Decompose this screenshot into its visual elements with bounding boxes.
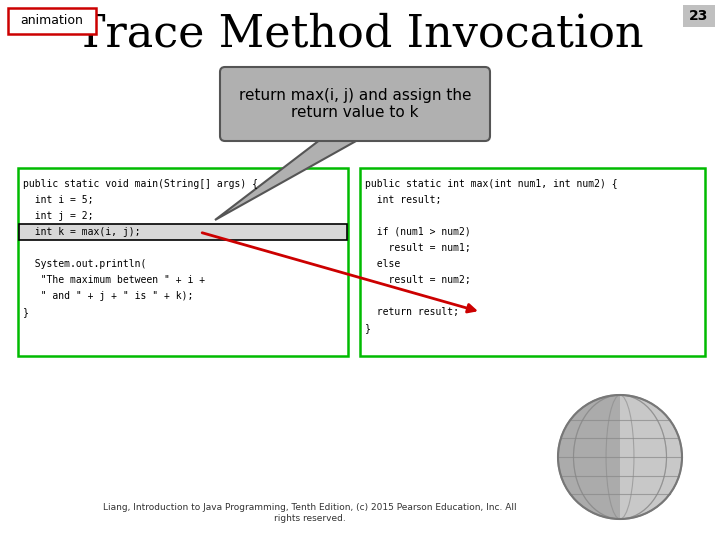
FancyBboxPatch shape (18, 168, 348, 356)
Text: if (num1 > num2): if (num1 > num2) (365, 227, 471, 237)
Text: int i = 5;: int i = 5; (23, 195, 94, 205)
Text: return max(i, j) and assign the
return value to k: return max(i, j) and assign the return v… (239, 88, 472, 120)
Text: Trace Method Invocation: Trace Method Invocation (76, 12, 644, 55)
Text: public static void main(String[] args) {: public static void main(String[] args) { (23, 179, 258, 189)
Text: Liang, Introduction to Java Programming, Tenth Edition, (c) 2015 Pearson Educati: Liang, Introduction to Java Programming,… (103, 503, 517, 523)
Text: int k = max(i, j);: int k = max(i, j); (23, 227, 140, 237)
Text: result = num1;: result = num1; (365, 243, 471, 253)
Text: "The maximum between " + i +: "The maximum between " + i + (23, 275, 205, 285)
Polygon shape (215, 136, 365, 220)
Text: }: } (365, 323, 371, 333)
FancyBboxPatch shape (19, 224, 347, 240)
Text: public static int max(int num1, int num2) {: public static int max(int num1, int num2… (365, 179, 618, 189)
FancyBboxPatch shape (360, 168, 705, 356)
Text: int j = 2;: int j = 2; (23, 211, 94, 221)
Text: return result;: return result; (365, 307, 459, 317)
Text: animation: animation (21, 15, 84, 28)
Text: else: else (365, 259, 400, 269)
Circle shape (558, 395, 682, 519)
Text: }: } (23, 307, 29, 317)
Text: " and " + j + " is " + k);: " and " + j + " is " + k); (23, 291, 194, 301)
Text: 23: 23 (689, 9, 708, 23)
FancyBboxPatch shape (220, 67, 490, 141)
Text: result = num2;: result = num2; (365, 275, 471, 285)
FancyBboxPatch shape (8, 8, 96, 34)
Wedge shape (558, 395, 620, 519)
Text: System.out.println(: System.out.println( (23, 259, 146, 269)
Text: int result;: int result; (365, 195, 441, 205)
FancyBboxPatch shape (683, 5, 715, 27)
